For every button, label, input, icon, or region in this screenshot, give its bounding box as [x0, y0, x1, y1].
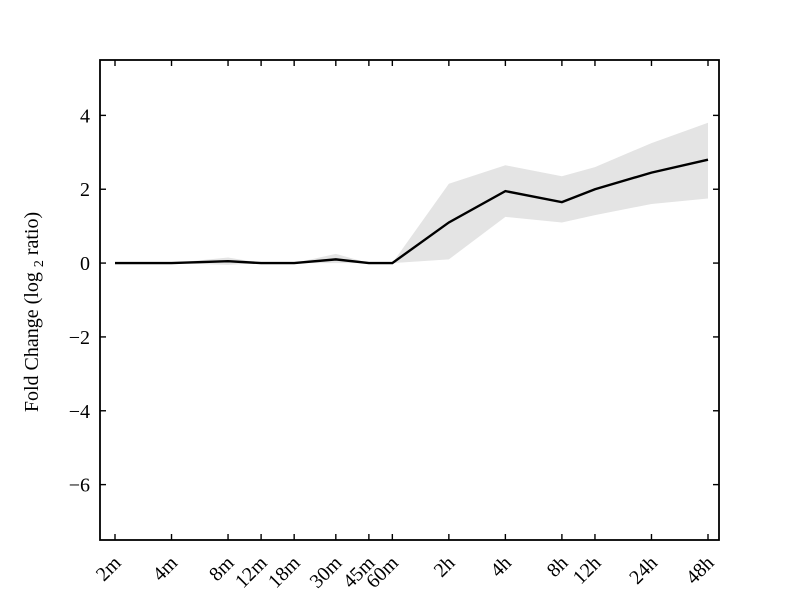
mean-line — [115, 158, 709, 265]
x-tick-label: 4h — [486, 552, 516, 582]
x-tick-label: 12m — [231, 552, 272, 593]
y-tick-label: 4 — [80, 105, 90, 127]
plot-frame — [99, 59, 720, 541]
y-tick-label: −6 — [69, 475, 90, 497]
x-tick-label: 18m — [264, 552, 305, 593]
x-tick-label: 8h — [543, 552, 573, 582]
x-tick-label: 24h — [625, 552, 662, 589]
x-tick-label: 4m — [148, 552, 182, 586]
confidence-band-area — [115, 122, 708, 265]
y-axis-label: Fold Change (log 2 ratio) — [21, 212, 48, 412]
y-axis-tick-labels: −6 −4 −2 0 2 4 — [69, 105, 90, 496]
x-tick-label: 12h — [569, 552, 606, 589]
y-tick-label: 0 — [80, 253, 90, 275]
y-tick-label: −2 — [69, 327, 90, 349]
mean-line-path — [115, 158, 709, 265]
confidence-band — [115, 122, 708, 265]
x-tick-label: 2h — [430, 552, 460, 582]
axis-ticks — [100, 60, 719, 540]
y-tick-label: −4 — [69, 401, 90, 423]
y-tick-label: 2 — [80, 179, 90, 201]
x-tick-label: 48h — [682, 552, 719, 589]
x-tick-label: 30m — [306, 552, 347, 593]
x-tick-label: 2m — [92, 552, 126, 586]
